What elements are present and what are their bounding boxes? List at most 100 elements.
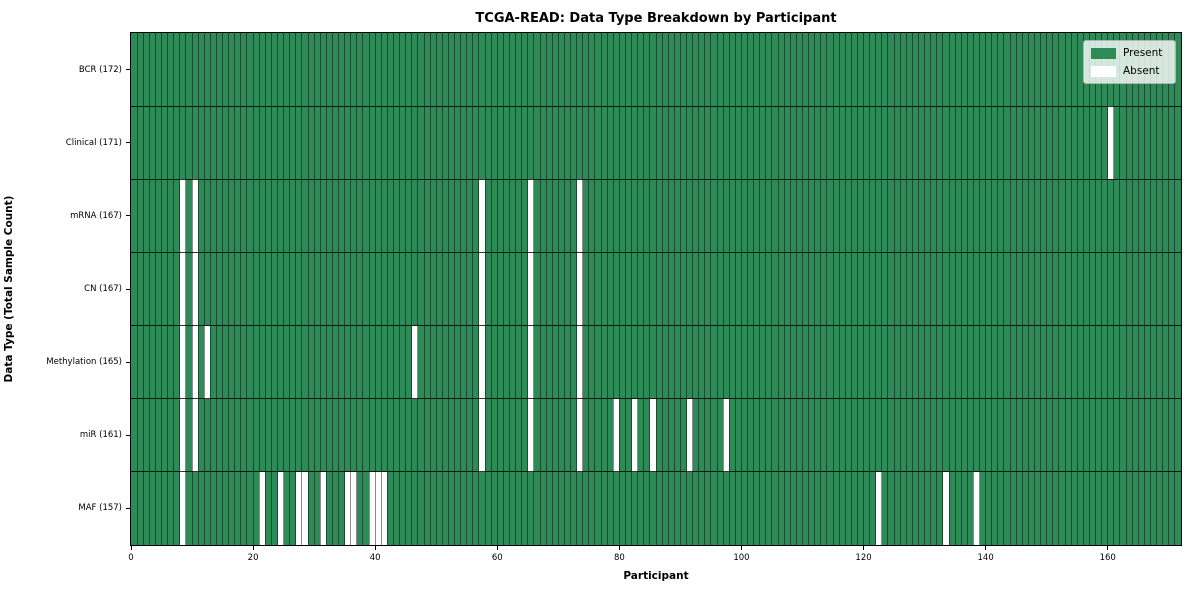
row-band-mRNA [131,179,1181,253]
grid-line [557,33,559,545]
absent-cell [723,398,730,472]
x-tick-label: 60 [491,553,503,563]
absent-cell [350,471,357,545]
grid-line [264,33,266,545]
grid-line [643,33,645,545]
absent-cell [942,471,949,545]
grid-line [624,33,626,545]
grid-line [728,33,730,545]
y-tick-label-Methylation: Methylation (165) [46,357,122,368]
row-band-miR [131,398,1181,472]
grid-line [545,33,547,545]
grid-line [380,33,382,545]
grid-line [631,33,633,545]
y-tick-label-MAF: MAF (157) [78,503,122,514]
grid-line [1125,33,1127,545]
grid-line [429,33,431,545]
grid-line [344,33,346,545]
grid-line [1070,33,1072,545]
y-tick-mark [126,434,130,436]
absent-cell [527,398,534,472]
grid-line [661,33,663,545]
grid-line [393,33,394,545]
grid-line [1027,33,1029,545]
grid-line [478,33,480,545]
absent-cell [344,471,351,545]
grid-line [1107,33,1109,545]
grid-line [954,33,956,545]
absent-cell [649,398,656,472]
grid-line [1088,33,1090,545]
grid-line [1101,33,1103,545]
legend-label-present: Present [1123,47,1163,59]
absent-cell [686,398,693,472]
grid-line [637,33,639,545]
grid-line [655,33,657,545]
grid-line [350,33,352,545]
x-tick-label: 140 [977,553,994,563]
absent-cell [576,252,583,326]
x-tick-mark [496,546,498,550]
x-tick-mark [374,546,376,550]
absent-cell [179,398,186,472]
y-tick-mark [126,142,130,144]
grid-line [1156,33,1158,545]
grid-line [881,33,883,545]
absent-cell [478,325,486,399]
y-tick-mark [126,507,130,509]
grid-line [960,33,962,545]
grid-line [325,33,327,545]
grid-line [301,33,303,545]
x-tick-label: 160 [1099,553,1116,563]
row-divider-line [131,471,1181,473]
y-tick-label-mRNA: mRNA (167) [70,210,122,221]
y-tick-label-CN: CN (167) [84,284,122,294]
grid-line [899,33,901,545]
x-tick-mark [985,546,987,550]
heatmap-plot-area [130,32,1182,546]
grid-line [679,33,681,545]
grid-line [802,33,803,545]
y-tick-label-Clinical: Clinical (171) [65,137,122,148]
grid-line [240,33,242,545]
grid-line [368,33,370,545]
grid-line [521,33,523,545]
grid-line [911,33,913,545]
x-tick-label: 40 [369,553,381,563]
grid-line [283,33,285,545]
grid-line [161,33,163,545]
grid-line [1082,33,1084,545]
x-tick-mark [863,546,865,550]
absent-cell [478,252,486,326]
absent-cell [295,471,302,545]
absent-cell [277,471,284,545]
grid-line [295,33,297,545]
grid-line [277,33,278,545]
absent-cell [192,179,199,253]
absent-cell [320,471,327,545]
grid-line [740,33,742,545]
grid-line [356,33,358,545]
grid-line [838,33,840,545]
grid-line [863,33,865,545]
grid-line [313,33,315,545]
grid-line [814,33,816,545]
grid-line [1040,33,1042,545]
grid-line [447,33,449,545]
legend: Present Absent [1083,40,1176,84]
grid-line [759,33,761,545]
y-tick-mark [126,361,130,363]
chart-title: TCGA-READ: Data Type Breakdown by Partic… [475,11,837,26]
grid-line [1113,33,1115,545]
grid-line [832,33,834,545]
grid-line [576,33,578,545]
grid-line [1168,33,1170,545]
x-tick-mark [1107,546,1109,550]
grid-line [539,33,541,545]
grid-line [136,33,138,545]
grid-line [997,33,999,545]
grid-line [472,33,474,545]
absent-cell [259,471,266,545]
row-band-Methylation [131,325,1181,399]
